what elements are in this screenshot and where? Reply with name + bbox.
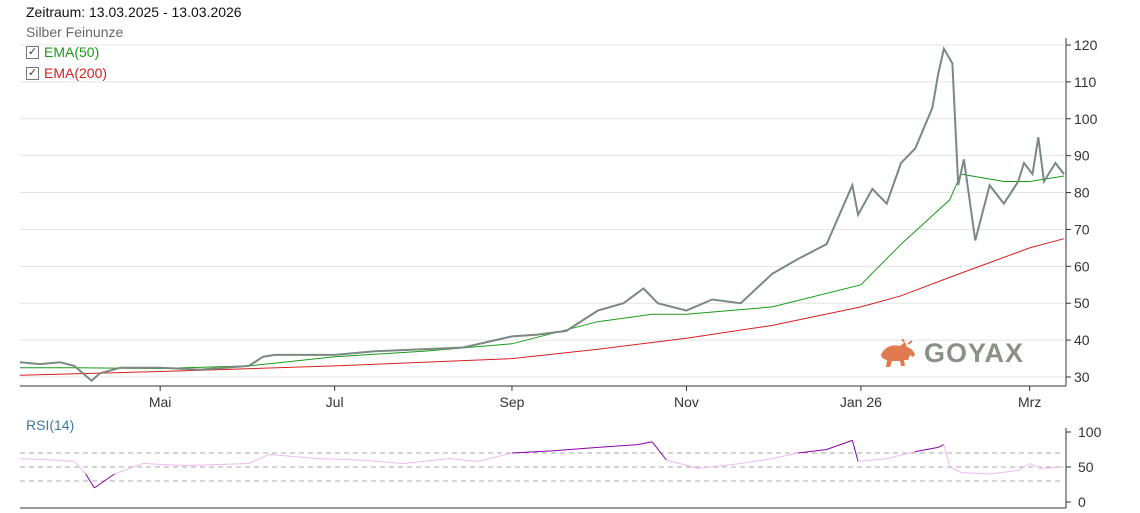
rsi-line bbox=[19, 439, 1065, 489]
x-tick-label: Jan 26 bbox=[840, 394, 882, 410]
rsi-segment bbox=[943, 444, 951, 468]
rsi-segment bbox=[1017, 463, 1030, 471]
rsi-panel-title: RSI(14) bbox=[26, 417, 75, 433]
rsi-segment bbox=[54, 459, 75, 462]
rsi-segment bbox=[114, 463, 144, 475]
ema50-label: EMA(50) bbox=[44, 44, 100, 60]
y-tick-label: 40 bbox=[1074, 332, 1090, 348]
rsi-segment bbox=[858, 458, 887, 462]
legend-ema200[interactable]: ✓ EMA(200) bbox=[26, 64, 107, 82]
x-tick-label: Mai bbox=[149, 394, 172, 410]
price-y-axis: 30 40 50 60 70 80 90 100 110 120 bbox=[1065, 37, 1098, 386]
rsi-segment bbox=[1041, 466, 1065, 469]
rsi-segment bbox=[989, 470, 1019, 475]
goyax-logo: GOYAX bbox=[878, 338, 1024, 369]
rsi-segment bbox=[94, 473, 115, 489]
ema200-label: EMA(200) bbox=[44, 65, 108, 81]
rsi-segment bbox=[185, 463, 249, 467]
rsi-segment bbox=[448, 458, 478, 462]
y-tick-label: 120 bbox=[1074, 37, 1098, 53]
rsi-y-tick-label: 0 bbox=[1078, 494, 1086, 510]
rsi-segment bbox=[651, 441, 667, 461]
bull-icon bbox=[881, 338, 915, 367]
chart-period: Zeitraum: 13.03.2025 - 13.03.2026 bbox=[26, 4, 242, 20]
x-tick-label: Nov bbox=[674, 394, 699, 410]
price-x-axis: Mai Jul Sep Nov Jan 26 Mrz bbox=[20, 385, 1066, 410]
rsi-segment bbox=[740, 458, 773, 464]
y-tick-label: 90 bbox=[1074, 148, 1090, 164]
rsi-segment bbox=[477, 452, 513, 462]
rsi-segment bbox=[697, 463, 741, 469]
rsi-segment bbox=[637, 441, 653, 446]
rsi-segment bbox=[886, 451, 916, 460]
rsi-segment bbox=[937, 444, 945, 448]
x-tick-label: Jul bbox=[326, 394, 344, 410]
rsi-segment bbox=[268, 453, 318, 460]
x-tick-label: Mrz bbox=[1018, 394, 1041, 410]
rsi-segment bbox=[826, 439, 853, 450]
y-tick-label: 60 bbox=[1074, 258, 1090, 274]
rsi-segment bbox=[19, 458, 55, 461]
x-tick-label: Sep bbox=[500, 394, 525, 410]
rsi-segment bbox=[666, 459, 699, 469]
rsi-segment bbox=[772, 452, 799, 460]
price-line bbox=[19, 45, 1065, 383]
rsi-segment bbox=[360, 459, 404, 464]
rsi-segment bbox=[317, 458, 361, 461]
ema200-checkbox[interactable]: ✓ bbox=[26, 66, 39, 80]
y-tick-label: 80 bbox=[1074, 185, 1090, 201]
rsi-segment bbox=[511, 450, 553, 454]
rsi-segment bbox=[248, 453, 270, 464]
y-tick-label: 100 bbox=[1074, 111, 1098, 127]
y-tick-label: 70 bbox=[1074, 221, 1090, 237]
rsi-y-axis: 0 50 100 bbox=[20, 424, 1102, 510]
rsi-segment bbox=[961, 472, 990, 475]
rsi-segment bbox=[949, 466, 962, 474]
price-grid bbox=[20, 44, 1064, 378]
rsi-segment bbox=[85, 473, 95, 489]
rsi-y-tick-label: 50 bbox=[1078, 459, 1094, 475]
rsi-segment bbox=[142, 463, 186, 467]
chart-instrument-name: Silber Feinunze bbox=[26, 24, 124, 40]
rsi-segment bbox=[851, 440, 859, 462]
y-tick-label: 30 bbox=[1074, 369, 1090, 385]
rsi-segment bbox=[551, 446, 598, 452]
ema50-checkbox[interactable]: ✓ bbox=[26, 45, 39, 59]
y-tick-label: 110 bbox=[1074, 74, 1097, 90]
rsi-segment bbox=[403, 458, 450, 464]
y-tick-label: 50 bbox=[1074, 295, 1090, 311]
rsi-segment bbox=[915, 446, 939, 453]
rsi-segment bbox=[597, 444, 638, 448]
rsi-segment bbox=[797, 449, 827, 454]
logo-text: GOYAX bbox=[924, 338, 1025, 368]
rsi-reference-lines bbox=[20, 452, 1064, 482]
rsi-segment bbox=[1029, 463, 1042, 469]
rsi-y-tick-label: 100 bbox=[1078, 424, 1102, 440]
legend-ema50[interactable]: ✓ EMA(50) bbox=[26, 43, 99, 61]
rsi-segment bbox=[73, 461, 87, 475]
